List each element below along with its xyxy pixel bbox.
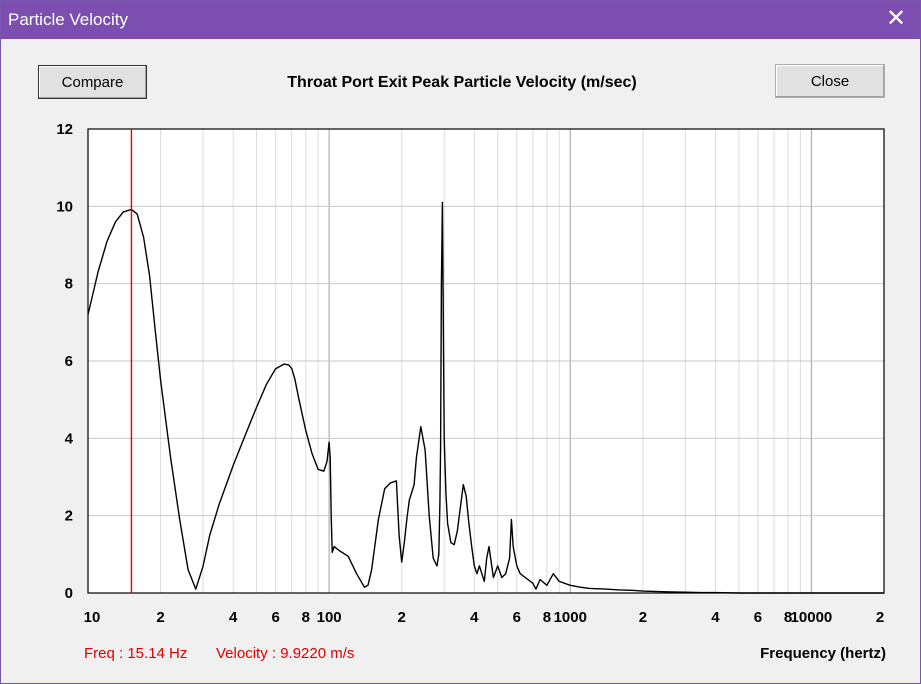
x-tick-label: 4 (711, 609, 720, 626)
y-tick-label: 6 (65, 353, 73, 370)
chart-title: Throat Port Exit Peak Particle Velocity … (287, 74, 637, 91)
x-tick-label: 4 (229, 609, 238, 626)
x-tick-label: 10000 (791, 609, 833, 626)
y-tick-label: 0 (65, 585, 73, 602)
x-tick-label: 2 (639, 609, 647, 626)
y-tick-label: 4 (65, 430, 74, 447)
x-tick-label: 100 (317, 609, 342, 626)
x-tick-label: 8 (543, 609, 551, 626)
x-tick-label: 6 (271, 609, 279, 626)
x-tick-label: 2 (876, 609, 884, 626)
y-tick-label: 8 (65, 276, 73, 293)
velocity-readout: Velocity : 9.9220 m/s (216, 645, 355, 662)
close-button[interactable]: Close (775, 64, 885, 98)
x-tick-label: 4 (470, 609, 479, 626)
x-tick-label: 8 (784, 609, 792, 626)
x-axis-label: Frequency (hertz) (760, 645, 886, 662)
x-tick-label: 2 (156, 609, 164, 626)
plot-border (87, 128, 885, 594)
x-tick-label: 8 (302, 609, 310, 626)
velocity-series-line (87, 201, 884, 594)
title-bar: Particle Velocity ✕ (1, 1, 920, 39)
x-tick-label: 2 (398, 609, 406, 626)
y-tick-label: 10 (56, 198, 73, 215)
compare-button[interactable]: Compare (38, 65, 147, 99)
x-tick-label: 1000 (554, 609, 587, 626)
x-tick-label: 6 (513, 609, 521, 626)
y-tick-label: 12 (56, 121, 73, 138)
x-tick-label: 6 (754, 609, 762, 626)
window-close-icon[interactable]: ✕ (885, 5, 907, 32)
frequency-readout: Freq : 15.14 Hz (84, 645, 188, 662)
y-tick-label: 2 (65, 508, 73, 525)
x-tick-label: 10 (84, 609, 101, 626)
window-title: Particle Velocity (8, 10, 128, 29)
